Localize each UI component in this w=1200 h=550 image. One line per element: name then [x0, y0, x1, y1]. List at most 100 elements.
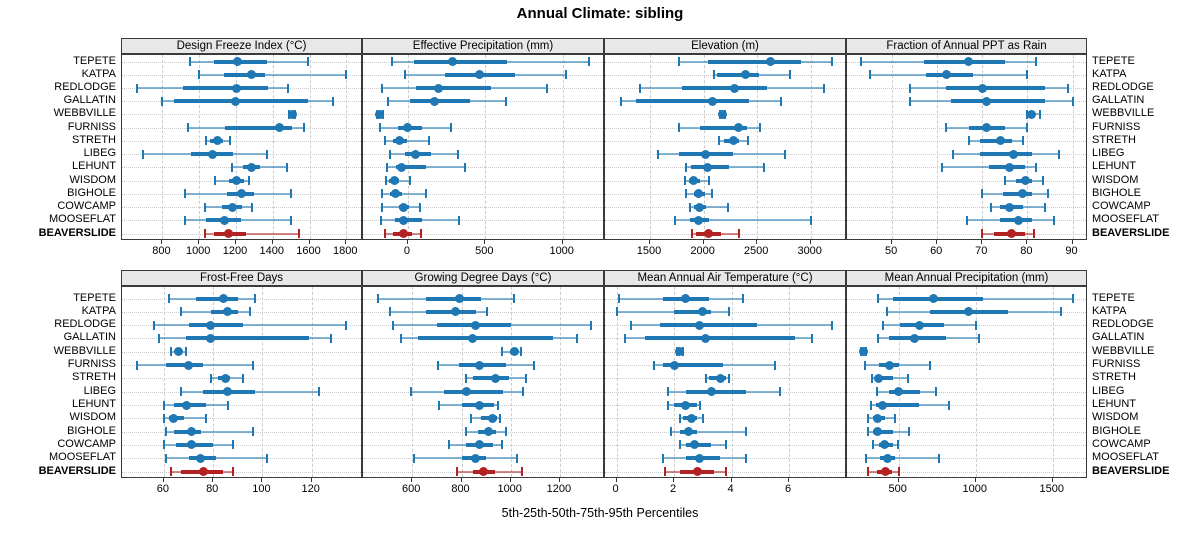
gridline-vertical	[674, 287, 675, 477]
range-cap	[667, 400, 670, 410]
station-label-right: REDLODGE	[1092, 81, 1154, 93]
median-dot	[484, 427, 493, 437]
range-cap	[1042, 176, 1045, 186]
range-cap	[386, 162, 388, 172]
range-25-75	[946, 86, 1046, 90]
axis-tick-label: 100	[252, 483, 271, 495]
range-cap	[504, 427, 507, 437]
range-cap	[380, 202, 383, 212]
gridline-vertical	[236, 55, 237, 239]
range-cap	[1003, 176, 1006, 186]
axis-tick-label: 60	[930, 245, 943, 257]
range-cap	[967, 136, 970, 146]
median-dot	[694, 202, 704, 212]
range-cap	[564, 70, 567, 80]
median-dot	[374, 109, 384, 119]
axis-tick-label: 800	[152, 245, 171, 257]
axis-tick-label: 1500	[636, 245, 662, 257]
median-dot	[874, 373, 884, 383]
gridline-horizontal	[363, 140, 603, 142]
axis-tick-mark	[509, 478, 511, 482]
axis-tick-mark	[212, 478, 214, 482]
station-label-left: WEBBVILLE	[53, 107, 116, 120]
median-dot	[223, 307, 233, 317]
range-cap	[744, 453, 747, 463]
median-dot	[734, 123, 744, 133]
gridline-horizontal	[847, 405, 1086, 406]
station-label-left: MOOSEFLAT	[48, 451, 116, 464]
station-label-right: WISDOM	[1092, 173, 1139, 186]
median-dot	[398, 202, 408, 212]
station-label-left: TEPETE	[73, 54, 116, 67]
range-cap	[876, 294, 879, 303]
range-cap	[664, 467, 667, 476]
station-label-left: REDLODGE	[54, 318, 116, 331]
station-label-left: MOOSEFLAT	[48, 213, 116, 226]
range-cap	[513, 294, 516, 303]
range-cap	[162, 400, 165, 410]
median-dot	[706, 387, 716, 397]
range-cap	[266, 453, 269, 463]
median-dot	[695, 453, 705, 463]
median-dot	[669, 360, 679, 370]
axis-tick-mark	[974, 478, 976, 482]
range-cap	[515, 453, 518, 463]
axis-tick-mark	[756, 240, 758, 244]
range-cap	[977, 333, 980, 343]
station-label-right: COWCAMP	[1092, 437, 1151, 450]
range-cap	[384, 176, 387, 186]
panel-plot-region	[121, 286, 362, 478]
range-cap	[345, 70, 348, 80]
station-label-left: FURNISS	[67, 120, 116, 133]
median-dot	[1004, 202, 1014, 212]
range-cap	[412, 453, 415, 463]
range-cap	[170, 467, 173, 476]
station-label-right: TEPETE	[1092, 291, 1135, 304]
range-cap	[784, 149, 786, 159]
range-cap	[685, 189, 688, 199]
axis-tick-label: 6	[784, 483, 792, 495]
range-cap	[742, 294, 744, 303]
gridline-horizontal	[847, 140, 1086, 142]
range-25-75	[444, 389, 504, 394]
axis-tick-label: 70	[975, 245, 988, 257]
range-cap	[981, 189, 984, 199]
gridline-vertical	[789, 287, 790, 477]
axis-tick-mark	[788, 478, 789, 482]
range-25-75	[636, 99, 749, 104]
range-cap	[737, 229, 740, 238]
range-cap	[618, 294, 621, 303]
range-cap	[165, 427, 168, 437]
axis-tick-mark	[1026, 240, 1028, 244]
panel-plot-region	[846, 286, 1087, 478]
range-cap	[871, 373, 874, 383]
range-cap	[403, 70, 406, 80]
range-5-95	[166, 457, 268, 460]
range-5-95	[616, 310, 729, 313]
range-cap	[153, 320, 155, 330]
range-cap	[389, 149, 392, 159]
axis-tick-mark	[460, 478, 462, 482]
range-cap	[711, 189, 714, 199]
gridline-vertical	[975, 287, 977, 477]
range-cap	[906, 373, 909, 383]
range-cap	[1044, 202, 1047, 212]
median-dot	[675, 347, 685, 357]
median-dot	[213, 136, 223, 146]
range-cap	[249, 307, 252, 317]
gridline-horizontal	[605, 418, 845, 420]
median-dot	[487, 413, 497, 423]
panel-strip-header: Fraction of Annual PPT as Rain	[846, 38, 1087, 54]
range-cap	[1071, 96, 1074, 106]
range-cap	[504, 96, 507, 106]
axis-tick-label: 500	[888, 483, 907, 495]
station-label-left: BEAVERSLIDE	[38, 226, 116, 239]
median-dot	[683, 427, 693, 437]
axis-tick-label: 800	[451, 483, 470, 495]
range-25-75	[980, 152, 1032, 157]
gridline-vertical	[346, 55, 348, 239]
gridline-vertical	[892, 55, 894, 239]
axis-tick-label: 0	[403, 245, 410, 257]
range-25-75	[674, 309, 712, 314]
range-cap	[589, 320, 592, 330]
